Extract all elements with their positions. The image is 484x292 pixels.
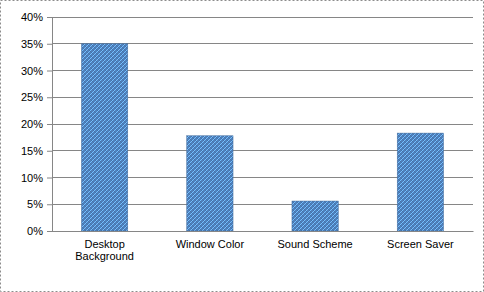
y-tick: 15% [21,145,52,157]
y-tick-label: 10% [21,172,43,184]
y-tick: 20% [21,118,52,130]
x-tick-label: Screen Saver [387,238,454,250]
y-tick: 0% [27,225,52,237]
y-tick-mark [47,151,52,152]
plot-area: 0% 5% 10% 15% 20% 25% 30% 35% 40% DesktopBackgrou… [21,11,474,262]
x-axis: DesktopBackground Window Color Sound Schem… [53,231,474,262]
bar [397,133,443,231]
bar [81,44,127,231]
y-tick: 25% [21,91,52,103]
x-tick-label: Sound Scheme [278,238,353,250]
y-tick: 10% [21,172,52,184]
y-tick-mark [47,97,52,98]
x-tick: Window Color [176,231,245,250]
bar [292,201,338,231]
x-tick-label: DesktopBackground [75,238,134,263]
x-tick: Screen Saver [387,231,454,250]
y-tick-label: 15% [21,145,43,157]
y-axis: 0% 5% 10% 15% 20% 25% 30% 35% 40% [21,11,53,237]
y-tick: 40% [21,11,52,23]
y-tick-mark [47,178,52,179]
y-tick: 35% [21,38,52,50]
x-tick: DesktopBackground [75,231,134,262]
x-tick-label: Window Color [176,238,245,250]
y-tick-label: 40% [21,11,43,23]
x-tick: Sound Scheme [278,231,353,250]
y-tick-mark [47,44,52,45]
y-tick: 30% [21,65,52,77]
y-tick-label: 30% [21,65,43,77]
y-tick-mark [47,231,52,232]
y-tick-mark [47,17,52,18]
y-tick-label: 25% [21,91,43,103]
chart: 0% 5% 10% 15% 20% 25% 30% 35% 40% DesktopBackgrou… [0,0,484,292]
y-tick-label: 20% [21,118,43,130]
grid-line [52,17,473,18]
y-tick-label: 35% [21,38,43,50]
y-tick-mark [47,71,52,72]
y-tick-label: 5% [27,198,43,210]
chart-border [1,1,484,292]
y-tick-mark [47,124,52,125]
x-axis-line [53,231,474,232]
y-tick: 5% [27,198,52,210]
bar [187,136,233,231]
y-tick-mark [47,204,52,205]
y-tick-label: 0% [27,225,43,237]
bars [81,44,443,231]
y-axis-line [52,18,53,232]
grid [52,17,473,231]
